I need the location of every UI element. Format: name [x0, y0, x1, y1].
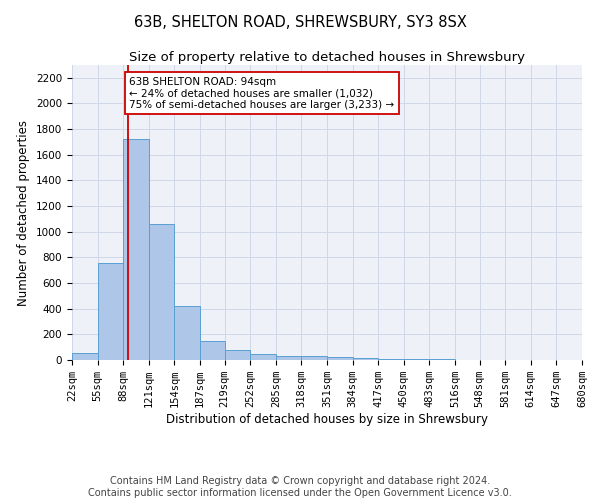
Bar	[98, 262, 123, 360]
Bar	[200, 342, 224, 360]
Bar	[149, 224, 175, 360]
Bar	[276, 356, 301, 360]
Bar	[224, 350, 250, 360]
Bar	[123, 140, 149, 360]
Text: 63B SHELTON ROAD: 94sqm
← 24% of detached houses are smaller (1,032)
75% of semi: 63B SHELTON ROAD: 94sqm ← 24% of detache…	[130, 76, 394, 110]
X-axis label: Distribution of detached houses by size in Shrewsbury: Distribution of detached houses by size …	[166, 413, 488, 426]
Bar	[175, 306, 200, 360]
Y-axis label: Number of detached properties: Number of detached properties	[17, 120, 31, 306]
Bar	[327, 358, 353, 360]
Bar	[378, 358, 404, 360]
Text: 63B, SHELTON ROAD, SHREWSBURY, SY3 8SX: 63B, SHELTON ROAD, SHREWSBURY, SY3 8SX	[134, 15, 466, 30]
Bar	[301, 356, 327, 360]
Bar	[353, 358, 378, 360]
Bar	[250, 354, 276, 360]
Title: Size of property relative to detached houses in Shrewsbury: Size of property relative to detached ho…	[129, 51, 525, 64]
Bar	[72, 353, 98, 360]
Text: Contains HM Land Registry data © Crown copyright and database right 2024.
Contai: Contains HM Land Registry data © Crown c…	[88, 476, 512, 498]
